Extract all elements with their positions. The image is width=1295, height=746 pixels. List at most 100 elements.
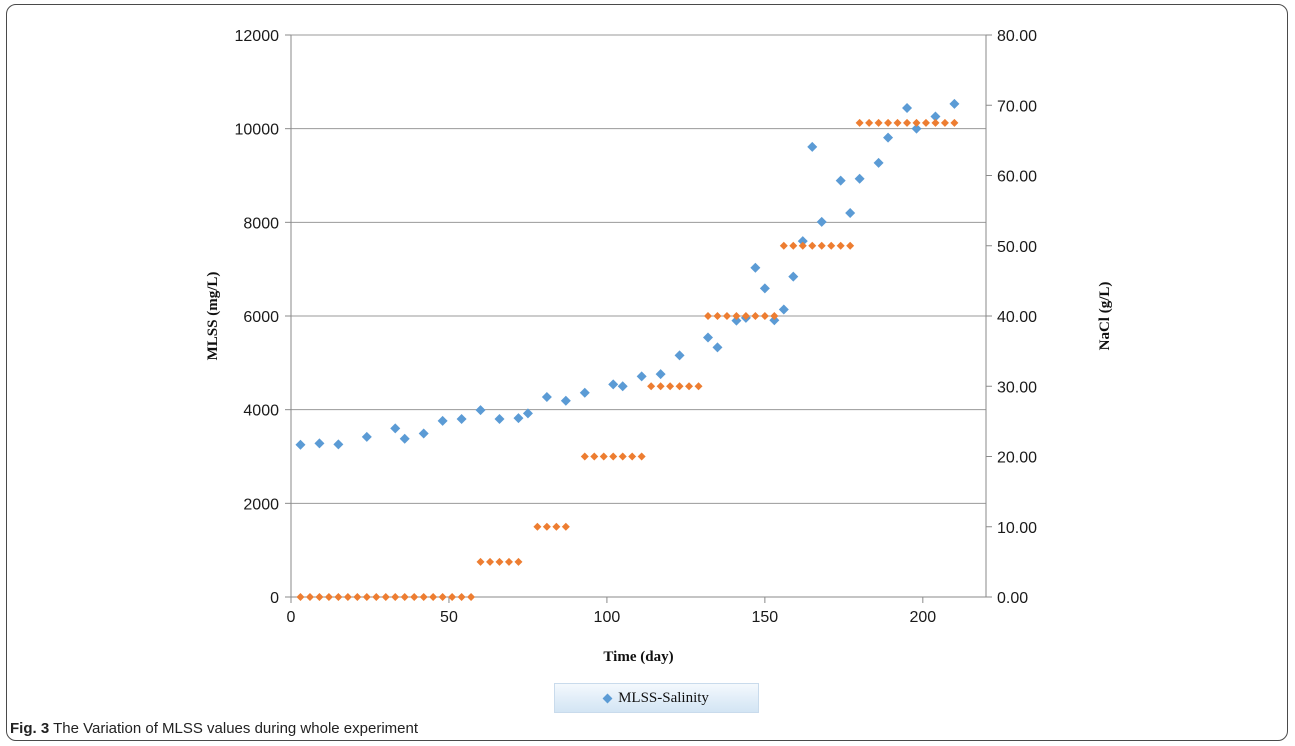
nacl-data-point (798, 241, 807, 250)
nacl-data-point (542, 522, 551, 531)
mlss-data-point (911, 123, 922, 134)
caption-fig-label: Fig. 3 (10, 720, 50, 737)
x-tick-label: 0 (287, 609, 296, 626)
nacl-data-point (836, 241, 845, 250)
legend-label: MLSS-Salinity (618, 689, 709, 706)
nacl-data-point (296, 593, 305, 601)
mlss-data-point (456, 414, 467, 425)
y-tick-label: 0 (270, 590, 279, 607)
data-points (295, 98, 960, 601)
mlss-data-point (712, 342, 723, 353)
nacl-data-point (457, 593, 466, 601)
mlss-data-point (390, 423, 401, 434)
nacl-data-point (874, 118, 883, 127)
nacl-data-point (694, 382, 703, 391)
nacl-data-point (495, 557, 504, 566)
nacl-data-point (590, 452, 599, 461)
nacl-data-point (846, 241, 855, 250)
mlss-data-point (845, 207, 856, 218)
mlss-data-point (579, 387, 590, 398)
mlss-data-point (883, 132, 894, 143)
nacl-data-point (827, 241, 836, 250)
mlss-data-point (949, 98, 960, 109)
nacl-data-point (931, 118, 940, 127)
mlss-data-point (608, 379, 619, 390)
mlss-data-point (674, 350, 685, 361)
y-tick-label: 2000 (243, 496, 279, 513)
figure-caption: Fig. 3 The Variation of MLSS values duri… (10, 720, 418, 737)
legend-marker-icon (602, 693, 613, 703)
mlss-data-point (636, 371, 647, 382)
nacl-data-point (770, 312, 779, 320)
x-tick-label: 200 (909, 609, 936, 626)
nacl-data-point (618, 452, 627, 461)
mlss-data-point (807, 141, 818, 152)
nacl-data-point (675, 382, 684, 391)
legend: MLSS-Salinity (554, 683, 759, 713)
y2-tick-label: 0.00 (997, 590, 1028, 607)
mlss-data-point (418, 428, 429, 439)
mlss-data-point (797, 236, 808, 247)
x-tick-label: 150 (752, 609, 779, 626)
gridlines (291, 34, 986, 504)
nacl-data-point (580, 452, 589, 461)
y-tick-label: 10000 (235, 122, 280, 139)
nacl-data-point (685, 382, 694, 391)
y2-tick-label: 20.00 (997, 450, 1037, 467)
nacl-data-point (912, 118, 921, 127)
nacl-data-point (666, 382, 675, 391)
y-axis-ticks: 0 2000 4000 6000 8000 10000 12000 (235, 28, 291, 607)
nacl-data-point (713, 312, 722, 320)
nacl-data-point (514, 557, 523, 566)
nacl-data-point (315, 593, 324, 601)
mlss-data-point (778, 304, 789, 315)
nacl-data-point (855, 118, 864, 127)
mlss-data-point (750, 262, 761, 273)
nacl-data-point (599, 452, 608, 461)
nacl-data-point (486, 557, 495, 566)
nacl-data-point (504, 557, 513, 566)
nacl-data-point (808, 241, 817, 250)
nacl-data-point (448, 593, 457, 601)
mlss-data-point (731, 315, 742, 326)
mlss-data-point (541, 392, 552, 403)
nacl-data-point (940, 118, 949, 127)
nacl-data-point (476, 557, 485, 566)
mlss-data-point (835, 175, 846, 186)
mlss-data-point (617, 381, 628, 392)
mlss-data-point (703, 332, 713, 343)
nacl-data-point (305, 593, 314, 601)
y2-tick-label: 50.00 (997, 239, 1037, 256)
y-tick-label: 12000 (235, 28, 280, 45)
caption-text: The Variation of MLSS values during whol… (53, 720, 418, 737)
nacl-data-point (334, 593, 343, 601)
nacl-data-point (410, 593, 419, 601)
figure-frame: 0 2000 4000 6000 8000 10000 12000 0.00 10.00 20.… (6, 4, 1288, 741)
mlss-data-point (513, 413, 524, 424)
mlss-data-point (361, 431, 372, 442)
nacl-data-point (391, 593, 400, 601)
nacl-data-point (561, 522, 570, 531)
y2-tick-label: 80.00 (997, 28, 1037, 45)
nacl-data-point (438, 593, 447, 601)
mlss-data-point (816, 216, 827, 227)
nacl-data-point (353, 593, 362, 601)
y2-tick-label: 10.00 (997, 520, 1037, 537)
nacl-data-point (637, 452, 646, 461)
nacl-data-point (789, 241, 798, 250)
y-axis-title: MLSS (mg/L) (205, 272, 221, 361)
mlss-data-point (399, 433, 410, 444)
nacl-data-point (817, 241, 826, 250)
y2-tick-label: 60.00 (997, 169, 1037, 186)
nacl-data-point (419, 593, 428, 601)
nacl-data-point (429, 593, 438, 601)
nacl-data-point (372, 593, 381, 601)
nacl-data-point (533, 522, 542, 531)
mlss-data-point (873, 157, 884, 168)
nacl-data-point (467, 593, 476, 601)
mlss-data-point (437, 415, 448, 426)
y2-axis-title: NaCl (g/L) (1097, 282, 1113, 351)
y2-tick-label: 70.00 (997, 98, 1037, 115)
mlss-data-point (522, 408, 533, 419)
